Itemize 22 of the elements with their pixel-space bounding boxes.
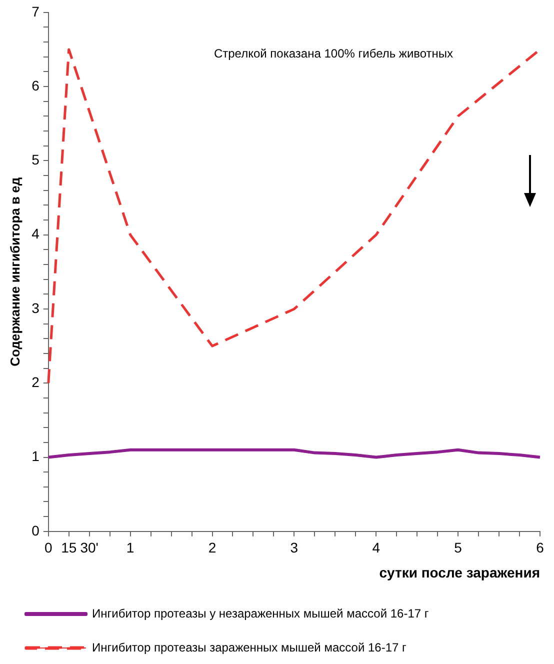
y-tick-label: 5 xyxy=(32,152,40,168)
y-axis-title: Содержание ингибитора в ед xyxy=(7,176,22,366)
y-tick-label: 2 xyxy=(32,374,40,390)
y-tick-label: 1 xyxy=(32,448,40,464)
x-tick-label: 0 xyxy=(44,540,52,556)
y-tick-label: 0 xyxy=(32,522,40,538)
y-tick-label: 7 xyxy=(32,3,40,20)
y-tick-label: 3 xyxy=(32,300,40,316)
x-tick-label: 6 xyxy=(536,540,544,556)
x-tick-label: 4 xyxy=(372,540,380,556)
x-tick-label: 5 xyxy=(454,540,462,556)
x-tick-label: 2 xyxy=(208,540,216,556)
x-tick-label: 1 xyxy=(126,540,134,556)
annotation: Стрелкой показана 100% гибель животных xyxy=(214,46,454,61)
x-tick-label: 30' xyxy=(80,540,98,556)
legend-label: Ингибитор протеазы у незараженных мышей массой 16-17 г xyxy=(92,606,430,620)
x-axis-title: сутки после заражения xyxy=(379,564,540,580)
y-tick-label: 6 xyxy=(32,77,40,94)
y-tick-label: 4 xyxy=(32,226,40,242)
x-tick-label: 3 xyxy=(290,540,298,556)
x-tick-label: 15 xyxy=(61,540,77,556)
legend-label: Ингибитор протеазы зараженных мышей массой 16-17 г xyxy=(92,640,408,654)
